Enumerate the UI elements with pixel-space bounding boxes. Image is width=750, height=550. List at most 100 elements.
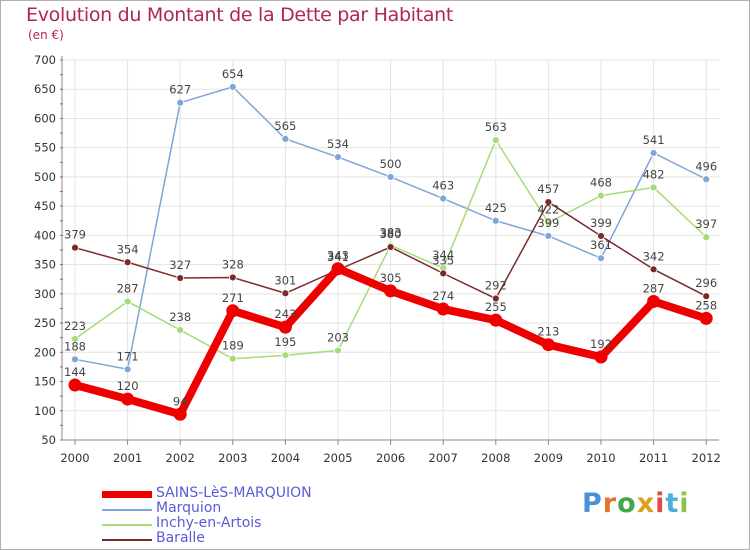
x-tick-label: 2000 xyxy=(60,451,89,465)
data-point xyxy=(649,149,658,157)
data-point xyxy=(121,392,135,406)
data-point xyxy=(702,292,711,301)
data-label: 144 xyxy=(64,365,86,379)
logo-letter: r xyxy=(602,488,618,519)
data-point xyxy=(123,297,132,306)
data-label: 255 xyxy=(485,300,507,314)
data-point xyxy=(331,262,345,276)
data-label: 399 xyxy=(537,216,559,230)
data-label: 463 xyxy=(432,179,454,193)
logo-letter: o xyxy=(617,488,637,519)
data-point xyxy=(489,313,503,327)
data-label: 397 xyxy=(695,217,717,231)
data-label: 425 xyxy=(485,201,507,215)
data-point xyxy=(176,274,185,282)
x-tick-label: 2011 xyxy=(639,451,668,465)
x-tick-label: 2012 xyxy=(692,451,721,465)
data-label: 189 xyxy=(222,339,244,353)
data-label: 296 xyxy=(695,276,717,290)
x-tick-label: 2010 xyxy=(586,451,615,465)
axes: 50 100 150 200 250 300 350 400 450 500 550 600 650 70… xyxy=(34,53,721,465)
data-point xyxy=(439,269,448,278)
data-point xyxy=(123,365,132,374)
data-label: 563 xyxy=(485,120,507,134)
data-label: 301 xyxy=(274,273,296,287)
data-point xyxy=(228,354,237,363)
y-tick-label: 400 xyxy=(34,228,56,242)
data-label: 327 xyxy=(169,258,191,272)
data-label: 258 xyxy=(695,298,717,312)
data-label: 422 xyxy=(537,203,559,217)
legend-swatch xyxy=(102,524,152,526)
x-tick-label: 2005 xyxy=(323,451,352,465)
chart-unit: (en €) xyxy=(28,28,64,42)
data-point xyxy=(173,407,187,421)
data-point xyxy=(594,350,608,364)
data-point xyxy=(544,232,553,240)
data-point xyxy=(334,153,342,161)
data-point xyxy=(384,284,398,298)
data-point xyxy=(281,351,290,360)
data-label: 305 xyxy=(380,271,402,285)
data-point xyxy=(386,173,395,181)
data-point xyxy=(123,258,132,267)
data-point xyxy=(281,289,290,298)
data-point xyxy=(699,311,713,325)
data-label: 341 xyxy=(327,250,349,264)
data-point xyxy=(649,183,658,192)
data-label: 354 xyxy=(117,242,139,256)
legend-label: SAINS-LèS-MARQUION xyxy=(156,485,312,501)
data-label: 203 xyxy=(327,331,349,345)
data-point xyxy=(597,191,605,200)
data-point xyxy=(334,346,342,355)
series-layer xyxy=(68,82,713,421)
logo-letter: x xyxy=(636,488,656,519)
data-label: 534 xyxy=(327,137,349,151)
data-point xyxy=(491,294,500,303)
data-label: 496 xyxy=(695,159,717,173)
data-label: 335 xyxy=(432,253,454,267)
data-label: 94 xyxy=(173,394,188,408)
data-label: 344 xyxy=(432,248,454,262)
data-point xyxy=(544,198,553,206)
y-tick-label: 150 xyxy=(34,375,56,389)
data-point xyxy=(597,232,605,240)
data-point xyxy=(649,265,658,274)
logo-letter: i xyxy=(679,488,690,519)
data-label: 287 xyxy=(643,281,665,295)
data-label: 361 xyxy=(590,238,612,252)
legend-swatch xyxy=(102,509,152,511)
data-point xyxy=(226,304,240,318)
logo-letter: i xyxy=(655,488,666,519)
x-tick-label: 2004 xyxy=(271,451,300,465)
data-label: 654 xyxy=(222,67,244,81)
y-tick-label: 300 xyxy=(34,287,56,301)
chart-title: Evolution du Montant de la Dette par Hab… xyxy=(26,4,454,26)
data-label: 274 xyxy=(432,289,454,303)
data-point xyxy=(68,378,82,392)
data-point xyxy=(281,135,290,143)
legend-swatch xyxy=(102,491,152,498)
proxiti-logo: Proxiti xyxy=(582,488,690,519)
data-label: 383 xyxy=(380,225,402,239)
data-label: 120 xyxy=(117,379,139,393)
data-point xyxy=(228,82,237,91)
x-tick-label: 2006 xyxy=(376,451,405,465)
data-point xyxy=(491,216,500,225)
x-tick-label: 2003 xyxy=(218,451,247,465)
logo-letter: P xyxy=(582,488,603,519)
y-tick-label: 700 xyxy=(34,53,56,67)
data-point xyxy=(702,175,711,184)
data-label: 482 xyxy=(643,167,665,181)
x-tick-label: 2008 xyxy=(481,451,510,465)
y-tick-label: 100 xyxy=(34,404,56,418)
data-point xyxy=(71,334,79,343)
data-label: 171 xyxy=(117,349,139,363)
logo-letter: t xyxy=(665,488,680,519)
data-point xyxy=(647,294,661,308)
data-label: 379 xyxy=(64,228,86,242)
data-point xyxy=(541,338,555,352)
x-tick-label: 2007 xyxy=(429,451,458,465)
legend-label: Baralle xyxy=(156,530,205,546)
